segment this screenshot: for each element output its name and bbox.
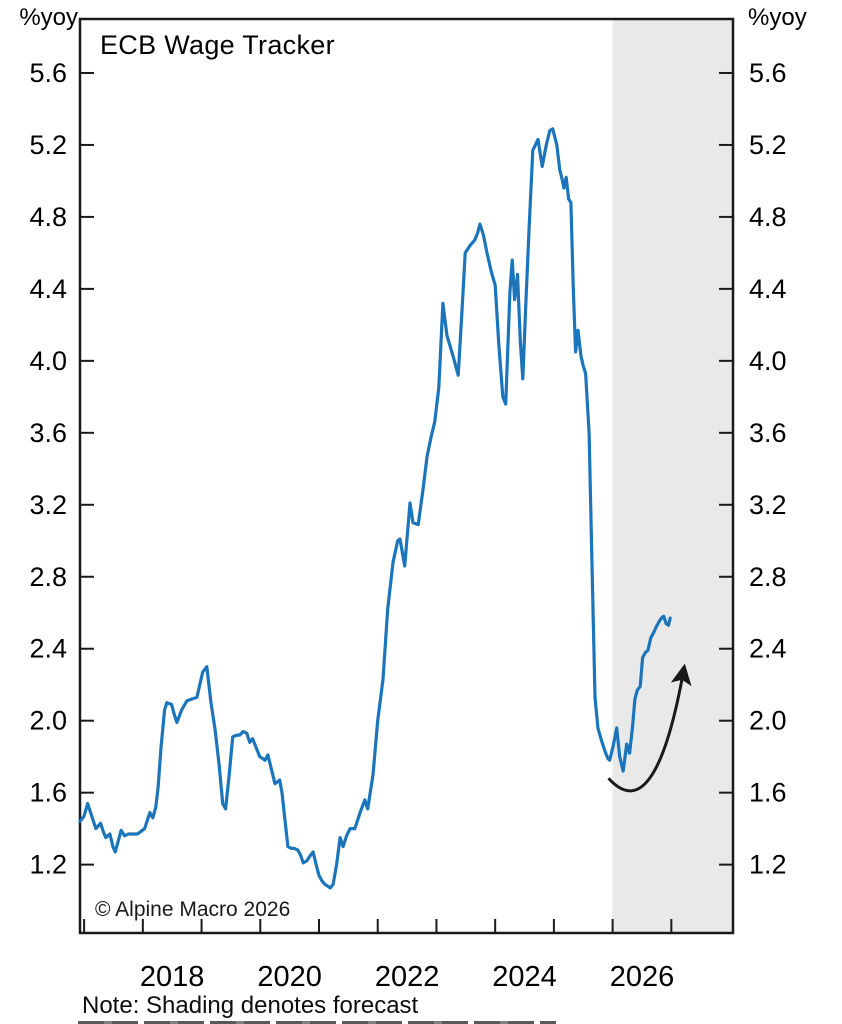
y-tick-label-right: 4.0 xyxy=(749,346,787,376)
y-tick-label-left: 2.8 xyxy=(29,562,67,592)
y-tick-label-right: 4.4 xyxy=(749,274,787,304)
y-tick-label-left: 1.6 xyxy=(29,778,67,808)
y-tick-label-right: 2.8 xyxy=(749,562,787,592)
y-tick-label-right: 5.2 xyxy=(749,130,787,160)
y-tick-label-right: 3.2 xyxy=(749,490,787,520)
footnote-text: Note: Shading denotes forecast xyxy=(82,992,419,1019)
x-tick-label: 2024 xyxy=(492,961,557,993)
x-tick-label: 2026 xyxy=(610,961,675,993)
y-tick-label-left: 4.8 xyxy=(29,202,67,232)
y-tick-label-right: 1.2 xyxy=(749,850,787,880)
y-tick-label-right: 2.4 xyxy=(749,634,787,664)
x-tick-label: 2018 xyxy=(140,961,205,993)
y-axis-unit-left: %yoy xyxy=(19,4,78,31)
y-tick-label-left: 2.0 xyxy=(29,706,67,736)
x-tick-label: 2020 xyxy=(257,961,322,993)
y-tick-label-left: 5.6 xyxy=(29,58,67,88)
y-tick-label-right: 4.8 xyxy=(749,202,787,232)
y-axis-unit-right: %yoy xyxy=(748,4,807,31)
y-tick-label-right: 1.6 xyxy=(749,778,787,808)
y-tick-label-left: 4.4 xyxy=(29,274,67,304)
plot-border xyxy=(78,17,735,935)
forecast-arrow xyxy=(607,663,692,793)
x-tick-label: 2022 xyxy=(375,961,440,993)
forecast-shading xyxy=(612,19,733,933)
y-tick-label-left: 2.4 xyxy=(29,634,67,664)
y-tick-label-right: 2.0 xyxy=(749,706,787,736)
copyright-text: © Alpine Macro 2026 xyxy=(95,898,291,921)
y-tick-label-right: 5.6 xyxy=(749,58,787,88)
y-tick-label-left: 3.2 xyxy=(29,490,67,520)
y-tick-label-left: 5.2 xyxy=(29,130,67,160)
chart-title: ECB Wage Tracker xyxy=(100,30,335,60)
y-tick-label-left: 3.6 xyxy=(29,418,67,448)
wage-tracker-line xyxy=(78,127,672,890)
y-tick-label-left: 4.0 xyxy=(29,346,67,376)
y-tick-label-left: 1.2 xyxy=(29,850,67,880)
cutoff-text-artifact xyxy=(78,1021,556,1024)
y-tick-label-right: 3.6 xyxy=(749,418,787,448)
